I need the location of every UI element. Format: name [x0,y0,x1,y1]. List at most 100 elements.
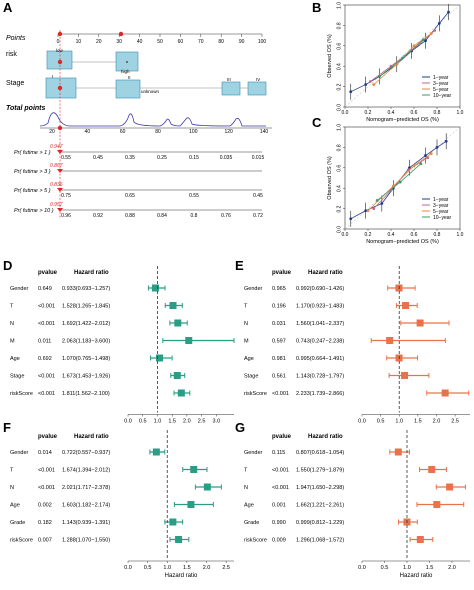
x-tick-label: 1.5 [183,565,191,571]
hr-value: 1.170(0.923−1.483) [296,304,344,310]
survival-tick-label: 0.35 [125,155,135,161]
survival-row-marker [57,208,63,212]
panel-label-a: A [3,0,13,15]
x-axis-label: Nomogram−predicted OS (%) [366,117,439,123]
hr-header: Hazard ratio [74,434,109,440]
variable-label: M [10,339,15,345]
hr-marker [174,319,182,327]
calibration-point [433,29,437,32]
x-tick-label: 1.0 [457,232,464,238]
pvalue-value: 0.011 [38,339,51,345]
x-tick-label: 0.4 [388,232,395,238]
y-tick-label: 0.2 [337,205,343,212]
hr-marker [446,483,454,491]
total-tick-label: 80 [155,129,161,135]
x-tick-label: 3.0 [213,419,221,425]
hr-marker [203,483,211,491]
pvalue-value: 0.965 [272,286,286,292]
total-tick-label: 40 [85,129,91,135]
variable-label: Stage [10,374,24,380]
calibration-point [364,83,368,86]
variable-label: riskScore [10,538,33,544]
variable-label: T [244,468,248,474]
hr-marker [386,337,394,344]
variable-label: N [244,321,248,327]
variable-label: riskScore [244,391,267,397]
hr-value: 0.743(0.247−2.238) [296,339,344,345]
calibration-point [419,162,423,166]
calibration-point [429,32,433,35]
variable-label: Age [10,356,20,362]
x-tick-label: 2.0 [433,419,441,425]
x-axis-label: Hazard ratio [165,573,198,579]
hr-value: 1.143(0.728−1.797) [296,374,344,380]
panel-label-g: G [235,420,245,435]
survival-row-marker [57,188,63,192]
survival-row-marker [57,169,63,173]
hr-value: 2.021(1.717−2.378) [62,485,110,491]
calibration-point [424,39,427,43]
x-tick-label: 1.5 [168,419,176,425]
variable-label: T [244,304,248,310]
x-tick-label: 0.2 [365,110,372,116]
points-tick-label: 70 [198,39,204,45]
y-tick-label: 0.8 [337,144,343,151]
total-points-density [39,112,266,127]
hr-header: Hazard ratio [74,270,109,276]
survival-tick-label: 0.25 [157,155,167,161]
pvalue-value: <0.001 [38,468,55,474]
hr-value: 1.550(1.279−1.879) [296,468,344,474]
hr-value: 1.070(0.765−1.498) [62,356,110,362]
hr-value: 0.999(0.812−1.229) [296,520,344,526]
points-tick-label: 60 [178,39,184,45]
hr-marker [152,448,160,456]
variable-label: Age [10,503,20,509]
hr-value: 1.143(0.939−1.391) [62,520,110,526]
calibration-point [364,209,368,213]
panel-label-f: F [3,420,11,435]
hr-value: 2.063(1.183−3.600) [62,339,110,345]
points-marker [118,31,124,37]
pvalue-value: <0.001 [38,321,55,327]
survival-tick-label: 0.96 [61,213,71,219]
variable-label: Stage [244,374,258,380]
survival-tick-label: 0.75 [61,193,71,199]
panel-label-d: D [3,258,12,273]
hr-header: Hazard ratio [308,270,343,276]
x-tick-label: 2.0 [203,565,211,571]
survival-row-value: 0.867 [50,163,63,169]
hr-value: 1.692(1.422−2.012) [62,321,110,327]
hr-value: 1.811(1.562−2.100) [62,391,110,397]
y-axis-label: Observed OS (%) [327,156,333,200]
total-tick-label: 140 [260,129,269,135]
total-points-label: Total points [6,105,46,112]
points-tick-label: 80 [218,39,224,45]
stage-level-i: I [52,74,53,79]
hr-marker [190,466,198,473]
pvalue-header: pvalue [38,270,58,276]
calibration-plot-b: 0.0 0.2 0.4 0.6 0.8 1.0 0.0 0.2 0.4 0.6 0.8 1.0 Nomo… [327,2,464,123]
stage-level-iv: IV [256,77,260,82]
pvalue-value: 0.692 [38,356,52,362]
total-tick-label: 20 [49,129,55,135]
variable-label: Gender [10,286,29,292]
stage-box-iii [221,81,241,96]
hr-value: 0.807(0.618−1.054) [296,450,344,456]
calibration-point [366,209,370,213]
survival-tick-label: 0.015 [252,155,265,161]
survival-tick-label: 0.035 [220,155,233,161]
risk-level-low: low [56,48,64,53]
survival-row-value: 0.947 [50,144,63,150]
x-tick-label: 1.0 [403,565,411,571]
variable-label: Grade [244,520,259,526]
variable-label: Age [244,356,254,362]
survival-row-value: 0.957 [50,202,63,208]
variable-label: riskScore [10,391,33,397]
survival-row-label: Pr( futime > 3 ) [14,169,51,175]
survival-tick-label: 0.45 [93,155,103,161]
stage-box-ii [115,79,141,99]
x-tick-label: 0.0 [124,565,132,571]
x-tick-label: 0.5 [139,419,147,425]
hr-value: 2.233(1.739−2.866) [296,391,344,397]
